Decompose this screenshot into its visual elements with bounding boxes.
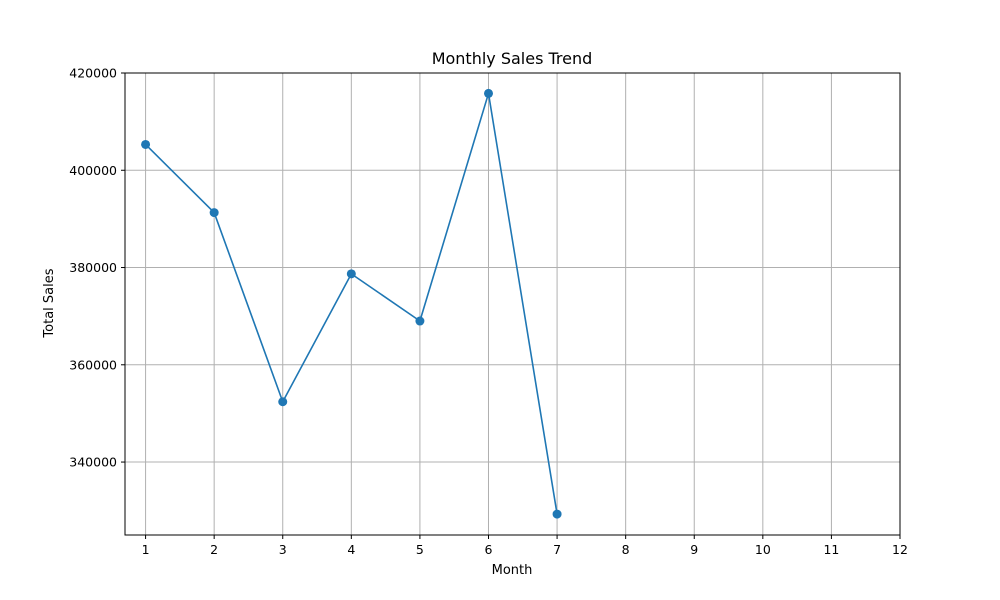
data-point xyxy=(415,316,425,326)
data-point xyxy=(278,397,288,407)
data-point xyxy=(209,208,219,218)
x-tick-label: 4 xyxy=(347,542,355,557)
y-tick-label: 400000 xyxy=(69,163,117,178)
x-tick-label: 10 xyxy=(755,542,771,557)
x-tick-label: 12 xyxy=(892,542,908,557)
x-tick-label: 3 xyxy=(279,542,287,557)
y-axis-label: Total Sales xyxy=(42,268,57,338)
data-point xyxy=(141,139,151,149)
x-tick-label: 7 xyxy=(553,542,561,557)
y-axis-ticks: 340000 360000 380000 400000 420000 xyxy=(69,66,125,470)
data-point xyxy=(483,88,493,98)
x-tick-label: 11 xyxy=(823,542,839,557)
x-axis-label: Month xyxy=(492,563,533,578)
x-tick-label: 9 xyxy=(690,542,698,557)
data-point xyxy=(346,269,356,279)
y-tick-label: 420000 xyxy=(69,66,117,81)
chart-title: Monthly Sales Trend xyxy=(432,49,593,68)
axes-frame xyxy=(124,72,901,536)
data-point xyxy=(552,509,562,519)
x-tick-label: 1 xyxy=(142,542,150,557)
plot-area xyxy=(141,88,562,519)
x-tick-label: 2 xyxy=(210,542,218,557)
x-tick-label: 5 xyxy=(416,542,424,557)
x-axis-ticks: 1 2 3 4 5 6 7 8 9 10 11 12 xyxy=(142,535,908,557)
x-tick-label: 8 xyxy=(622,542,630,557)
y-tick-label: 340000 xyxy=(69,455,117,470)
y-tick-label: 360000 xyxy=(69,357,117,372)
x-tick-label: 6 xyxy=(485,542,493,557)
y-tick-label: 380000 xyxy=(69,260,117,275)
